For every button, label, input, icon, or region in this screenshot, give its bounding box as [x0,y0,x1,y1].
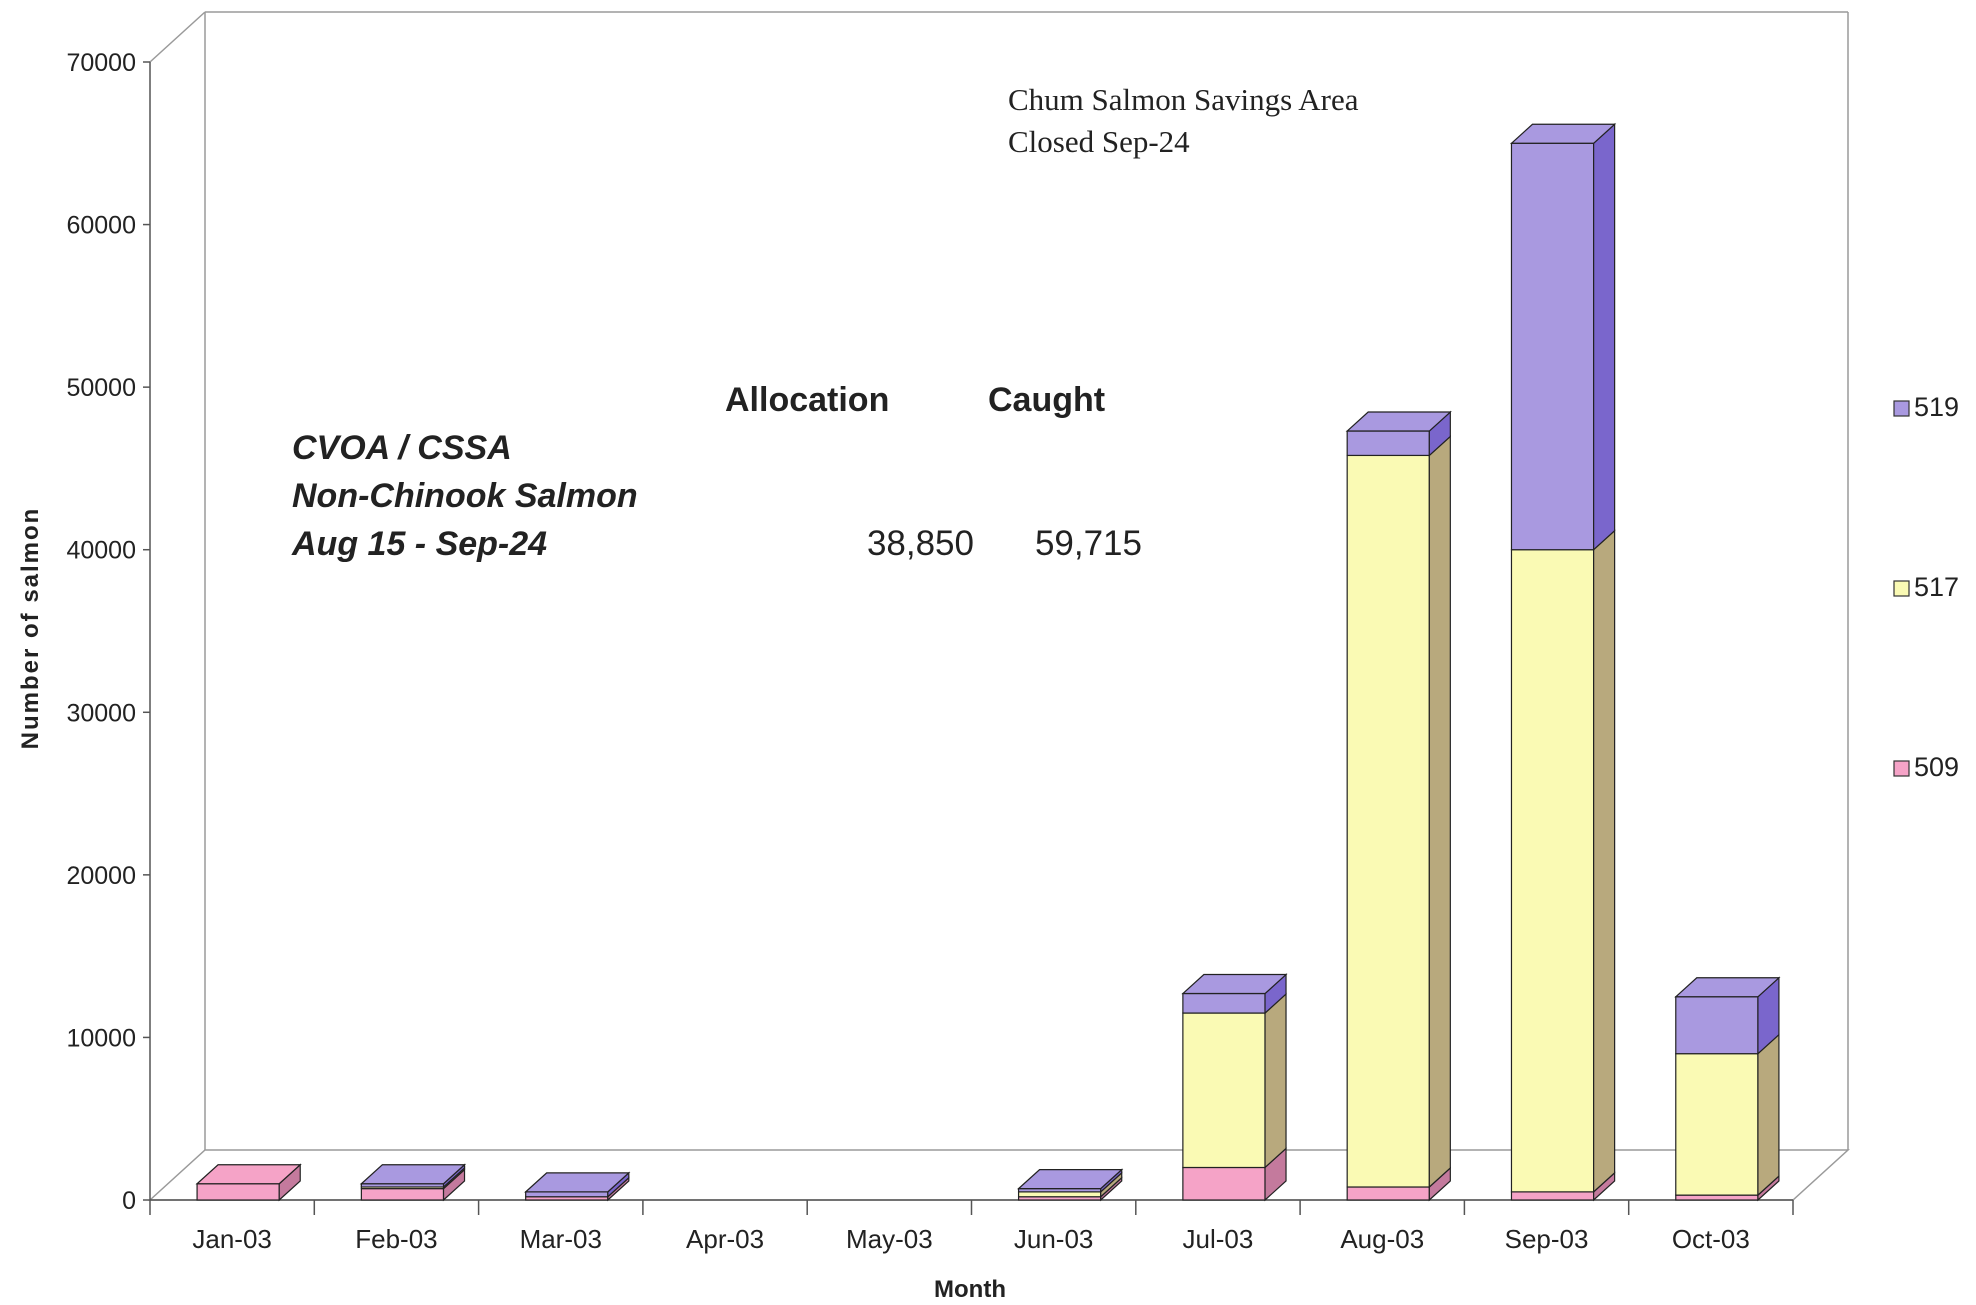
region-line-3: Aug 15 - Sep-24 [291,525,547,563]
legend-item: 509 [1893,752,1959,782]
bar-stack [359,1163,467,1202]
y-tick-label: 50000 [66,374,136,402]
bar-segment-509 [196,1183,280,1201]
legend-swatch [1893,580,1910,597]
x-tick-label: Oct-03 [1672,1224,1750,1254]
savings-area-line-2: Closed Sep-24 [1008,124,1190,159]
caught-value: 59,715 [1035,524,1142,563]
x-axis-label: Month [934,1276,1006,1303]
bar-top-519 [524,1172,631,1193]
x-axis: Jan-03 Feb-03 Mar-03 Apr-03 May-03 Jun-03 Jul-… [149,1200,1794,1254]
y-tick-label: 60000 [66,212,136,240]
bar-stack [1509,122,1617,1202]
x-tick-label: Sep-03 [1505,1224,1589,1254]
legend-item: 519 [1893,392,1959,422]
bars [195,122,1781,1202]
y-tick-label: 40000 [66,537,136,565]
y-axis: 0 10000 20000 30000 40000 50000 60000 70000 [66,49,150,1215]
bar-stack [1181,973,1288,1202]
bar-segment-509 [1675,1194,1759,1201]
legend-item: 517 [1893,572,1959,602]
x-tick-label: Apr-03 [686,1224,764,1254]
x-tick-label: Mar-03 [520,1224,602,1254]
legend-label: 519 [1914,392,1959,422]
bar-top-519 [1345,411,1452,432]
bar-stack [195,1163,302,1202]
legend-swatch [1893,760,1910,777]
bar-segment-509 [1346,1186,1430,1201]
y-tick-label: 20000 [66,862,136,890]
bar-segment-519 [1675,996,1759,1055]
bar-segment-509 [1182,1166,1266,1201]
bar-top-519 [359,1164,467,1185]
x-tick-label: Aug-03 [1340,1224,1424,1254]
legend-swatch [1893,400,1910,417]
allocation-value: 38,850 [867,524,974,563]
bar-side-517 [1593,529,1616,1194]
x-tick-label: Jul-03 [1183,1224,1254,1254]
allocation-table: Allocation Caught CVOA / CSSA Non-Chinoo… [291,381,1142,563]
x-tick-label: May-03 [846,1224,933,1254]
bar-segment-517 [1346,454,1430,1188]
legend: 519 517 509 [1893,392,1959,782]
region-line-1: CVOA / CSSA [292,429,512,467]
bar-segment-517 [1182,1012,1266,1169]
legend-label: 517 [1914,572,1959,602]
bar-top-509 [195,1164,302,1185]
bar-top-519 [1509,123,1617,144]
bar-top-519 [1017,1169,1124,1190]
x-tick-label: Jan-03 [192,1224,272,1254]
y-tick-label: 70000 [66,49,136,77]
bar-segment-519 [525,1191,609,1198]
bar-top-519 [1674,977,1781,998]
bar-side-517 [1264,992,1287,1169]
bar-segment-517 [1017,1191,1102,1198]
savings-area-annotation: Chum Salmon Savings Area Closed Sep-24 [1008,82,1359,159]
y-tick-label: 30000 [66,699,136,727]
bar-segment-519 [1510,142,1595,551]
bar-stack [1017,1168,1124,1202]
caught-header: Caught [988,381,1105,419]
bar-stack [524,1171,631,1202]
bar-top-519 [1181,973,1288,995]
y-tick-label: 0 [122,1187,136,1215]
bar-stack [1345,410,1452,1202]
savings-area-line-1: Chum Salmon Savings Area [1008,82,1359,117]
bar-side-517 [1428,435,1451,1189]
y-axis-label: Number of salmon [17,507,44,750]
x-tick-label: Jun-03 [1014,1224,1094,1254]
region-line-2: Non-Chinook Salmon [292,477,638,515]
bar-segment-517 [1510,549,1595,1193]
bar-segment-519 [1182,992,1266,1014]
bar-side-517 [1757,1033,1780,1197]
bar-stack [1674,976,1781,1202]
x-tick-label: Feb-03 [355,1224,437,1254]
bar-segment-509 [1510,1191,1595,1201]
top-left-diagonal [149,11,206,63]
allocation-header: Allocation [725,381,889,419]
bar-segment-509 [360,1188,445,1201]
bar-segment-519 [1346,430,1430,457]
y-tick-label: 10000 [66,1024,136,1052]
bar-side-519 [1593,122,1616,552]
legend-label: 509 [1914,752,1959,782]
bar-segment-517 [1675,1053,1759,1196]
